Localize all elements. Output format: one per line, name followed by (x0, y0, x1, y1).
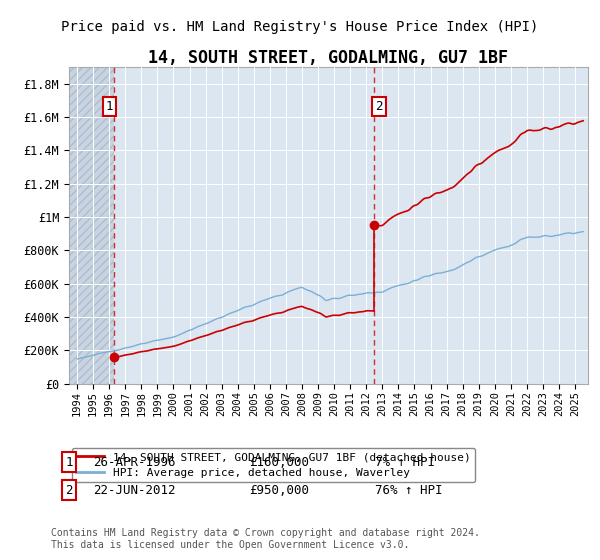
Text: 1: 1 (106, 100, 113, 113)
Legend: 14, SOUTH STREET, GODALMING, GU7 1BF (detached house), HPI: Average price, detac: 14, SOUTH STREET, GODALMING, GU7 1BF (de… (72, 447, 475, 482)
Text: 7% ↑ HPI: 7% ↑ HPI (375, 455, 435, 469)
Text: 22-JUN-2012: 22-JUN-2012 (93, 483, 176, 497)
Bar (69, 67, 115, 384)
Text: £160,000: £160,000 (249, 455, 309, 469)
Text: 2: 2 (65, 483, 73, 497)
Title: 14, SOUTH STREET, GODALMING, GU7 1BF: 14, SOUTH STREET, GODALMING, GU7 1BF (149, 49, 509, 67)
Text: 26-APR-1996: 26-APR-1996 (93, 455, 176, 469)
Text: 76% ↑ HPI: 76% ↑ HPI (375, 483, 443, 497)
Text: Contains HM Land Registry data © Crown copyright and database right 2024.
This d: Contains HM Land Registry data © Crown c… (51, 528, 480, 549)
Text: £950,000: £950,000 (249, 483, 309, 497)
Text: 2: 2 (375, 100, 382, 113)
Text: 1: 1 (65, 455, 73, 469)
Text: Price paid vs. HM Land Registry's House Price Index (HPI): Price paid vs. HM Land Registry's House … (61, 20, 539, 34)
